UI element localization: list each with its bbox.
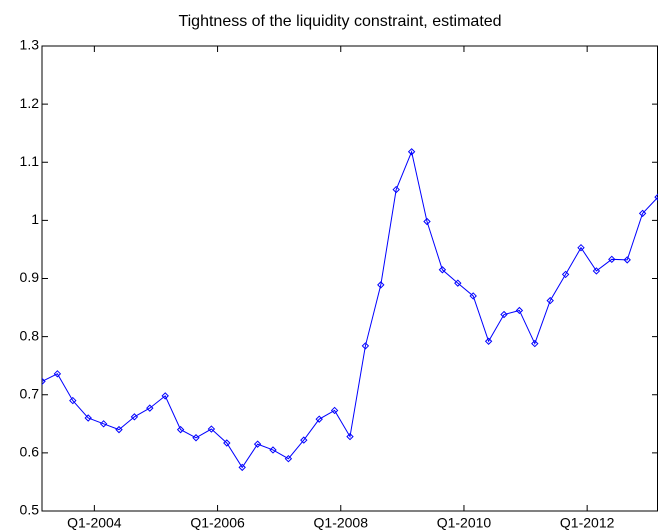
marker xyxy=(192,434,200,442)
marker xyxy=(592,267,601,275)
x-tick-label: Q1-2006 xyxy=(190,515,245,531)
marker xyxy=(207,425,216,433)
marker xyxy=(130,413,139,421)
marker xyxy=(53,370,62,378)
marker xyxy=(284,454,293,463)
x-tick-label: Q1-2010 xyxy=(437,515,492,531)
marker xyxy=(377,281,385,289)
marker xyxy=(423,217,431,226)
marker xyxy=(546,296,554,305)
y-tick-label: 1 xyxy=(31,211,39,227)
marker xyxy=(269,446,277,454)
marker xyxy=(623,256,631,264)
plot-area xyxy=(42,148,658,472)
marker xyxy=(146,404,154,412)
marker xyxy=(69,396,77,405)
y-tick-label: 0.6 xyxy=(20,444,40,460)
y-tick-label: 1.2 xyxy=(20,95,40,111)
y-tick-label: 0.9 xyxy=(20,269,40,285)
marker xyxy=(361,342,370,350)
line xyxy=(42,150,658,469)
marker xyxy=(84,414,92,422)
marker xyxy=(454,279,462,287)
x-tick-label: Q1-2008 xyxy=(314,515,369,531)
marker xyxy=(500,310,508,319)
marker xyxy=(654,193,658,201)
y-tick-label: 1.3 xyxy=(20,37,40,53)
y-tick-label: 0.5 xyxy=(20,502,40,518)
marker xyxy=(531,339,539,348)
y-tick-label: 1.1 xyxy=(20,153,40,169)
marker xyxy=(577,243,585,252)
marker xyxy=(438,266,447,274)
marker xyxy=(161,392,169,400)
y-tick-label: 0.7 xyxy=(20,385,40,401)
marker xyxy=(115,425,123,434)
marker xyxy=(300,436,308,444)
marker xyxy=(608,255,616,264)
marker xyxy=(346,432,354,441)
marker xyxy=(99,420,108,428)
marker xyxy=(223,439,231,447)
marker xyxy=(253,440,262,448)
marker xyxy=(515,306,524,315)
marker xyxy=(330,406,339,415)
marker xyxy=(392,185,400,194)
x-tick-label: Q1-2012 xyxy=(560,515,615,531)
marker xyxy=(176,425,185,434)
marker xyxy=(561,270,570,279)
marker xyxy=(638,209,647,218)
marker xyxy=(238,463,246,472)
marker xyxy=(469,292,477,300)
marker xyxy=(484,337,493,345)
marker xyxy=(315,415,323,423)
chart-title: Tightness of the liquidity constraint, e… xyxy=(178,13,501,30)
y-tick-label: 0.8 xyxy=(20,327,40,343)
x-tick-label: Q1-2004 xyxy=(67,515,122,531)
marker xyxy=(407,148,416,156)
plot-frame xyxy=(41,45,658,512)
marker xyxy=(42,377,46,386)
